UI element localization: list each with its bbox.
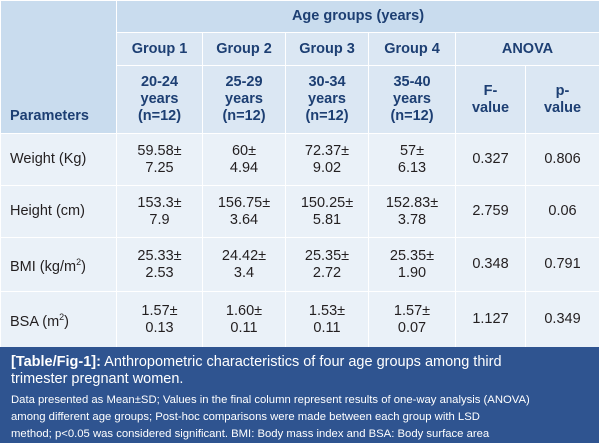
group-1-cell: 153.3± 7.9 xyxy=(116,185,203,238)
group-4-range: 35-40 years (n=12) xyxy=(368,65,456,134)
group-2-cell: 24.42± 3.4 xyxy=(202,237,286,292)
group-3-cell: 150.25± 5.81 xyxy=(285,185,369,238)
group-2-cell: 1.60± 0.11 xyxy=(202,291,286,348)
caption-title: [Table/Fig-1]: Anthropometric characteri… xyxy=(11,354,591,388)
table-row: BSA (m2) 1.57± 0.13 1.60± 0.11 1.53± 0.11 1… xyxy=(0,291,599,348)
p-value-cell: 0.06 xyxy=(524,185,599,238)
group-4-header: Group 4 xyxy=(368,32,456,66)
row-param: BMI (kg/m2) xyxy=(0,237,117,292)
group-3-cell: 25.35± 2.72 xyxy=(285,237,369,292)
group-4-cell: 152.83± 3.78 xyxy=(368,185,456,238)
parameters-header: Parameters xyxy=(0,0,117,134)
caption-label: [Table/Fig-1]: xyxy=(11,354,101,370)
caption-note-line: Data presented as Mean±SD; Values in the… xyxy=(11,394,530,406)
group-2-header: Group 2 xyxy=(202,32,286,66)
p-value-cell: 0.791 xyxy=(524,237,599,292)
p-value-cell: 0.349 xyxy=(524,291,599,348)
table-row: BMI (kg/m2) 25.33± 2.53 24.42± 3.4 25.35± 2… xyxy=(0,237,599,292)
f-value-cell: 1.127 xyxy=(455,291,526,348)
table-row: Weight (Kg) 59.58± 7.25 60± 4.94 72.37± 9.0… xyxy=(0,133,599,186)
group-3-cell: 72.37± 9.02 xyxy=(285,133,369,186)
caption-note-line: among different age groups; Post-hoc com… xyxy=(11,411,480,423)
caption-note-line: method; p<0.05 was considered significan… xyxy=(11,428,490,440)
f-value-cell: 0.348 xyxy=(455,237,526,292)
row-param: BSA (m2) xyxy=(0,291,117,348)
p-value-cell: 0.806 xyxy=(524,133,599,186)
group-4-cell: 57± 6.13 xyxy=(368,133,456,186)
group-2-cell: 60± 4.94 xyxy=(202,133,286,186)
group-2-cell: 156.75± 3.64 xyxy=(202,185,286,238)
table-row: Height (cm) 153.3± 7.9 156.75± 3.64 150.25… xyxy=(0,185,599,238)
f-value-cell: 0.327 xyxy=(455,133,526,186)
group-3-range: 30-34 years (n=12) xyxy=(285,65,369,134)
group-1-header: Group 1 xyxy=(116,32,203,66)
group-1-range: 20-24 years (n=12) xyxy=(116,65,203,134)
age-groups-header: Age groups (years) xyxy=(115,0,599,33)
group-4-cell: 25.35± 1.90 xyxy=(368,237,456,292)
group-2-range: 25-29 years (n=12) xyxy=(202,65,286,134)
group-1-cell: 1.57± 0.13 xyxy=(116,291,203,348)
f-value-cell: 2.759 xyxy=(455,185,526,238)
group-3-header: Group 3 xyxy=(285,32,369,66)
table-caption: [Table/Fig-1]: Anthropometric characteri… xyxy=(0,347,599,443)
group-1-cell: 59.58± 7.25 xyxy=(116,133,203,186)
row-param: Height (cm) xyxy=(0,185,117,238)
caption-title-line-1: Anthropometric characteristics of four a… xyxy=(100,354,502,370)
caption-title-line-2: trimester pregnant women. xyxy=(11,371,184,387)
group-1-cell: 25.33± 2.53 xyxy=(116,237,203,292)
group-3-cell: 1.53± 0.11 xyxy=(285,291,369,348)
row-param: Weight (Kg) xyxy=(0,133,117,186)
p-value-header: p-value xyxy=(524,65,599,134)
f-value-header: F-value xyxy=(455,65,526,134)
anthropometric-table: Parameters Age groups (years) Group 1 Gr… xyxy=(0,0,599,348)
anova-header: ANOVA xyxy=(454,32,599,66)
group-4-cell: 1.57± 0.07 xyxy=(368,291,456,348)
caption-note: Data presented as Mean±SD; Values in the… xyxy=(11,392,591,443)
